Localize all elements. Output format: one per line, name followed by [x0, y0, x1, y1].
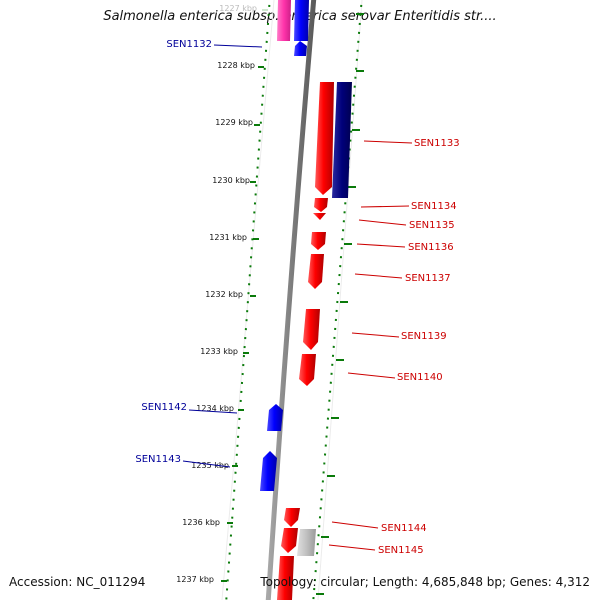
callout-lines: [182, 44, 413, 551]
tick-label: 1229 kbp: [215, 118, 253, 127]
gene-sen1133[interactable]: [315, 82, 334, 195]
gene-feature-pink[interactable]: [277, 0, 291, 41]
genome-stats: Topology: circular; Length: 4,685,848 bp…: [260, 575, 590, 589]
gene-sen1145[interactable]: [281, 528, 298, 553]
tick-label: 1237 kbp: [176, 575, 214, 584]
gene-label-sen1139[interactable]: SEN1139: [401, 331, 447, 342]
track-guides: [221, 0, 363, 600]
gene-sen1142[interactable]: [267, 404, 283, 431]
genome-backbone: [265, 0, 317, 600]
tick-label: 1236 kbp: [182, 518, 220, 527]
reverse-gene-labels[interactable]: SEN1132 SEN1142 SEN1143: [135, 39, 212, 465]
accession-info: Accession: NC_011294: [9, 575, 146, 589]
gene-feature-red-partial[interactable]: [277, 556, 294, 600]
gene-sen1140[interactable]: [299, 354, 316, 386]
gene-label-sen1144[interactable]: SEN1144: [381, 523, 427, 534]
tick-marks: [221, 9, 364, 595]
forward-strand-features[interactable]: [277, 82, 352, 600]
gene-label-sen1137[interactable]: SEN1137: [405, 273, 451, 284]
tick-label: 1230 kbp: [212, 176, 250, 185]
gene-sen1143[interactable]: [260, 451, 277, 491]
gene-label-sen1142[interactable]: SEN1142: [141, 402, 187, 413]
gene-label-sen1140[interactable]: SEN1140: [397, 372, 443, 383]
forward-gene-labels[interactable]: SEN1133 SEN1134 SEN1135 SEN1136 SEN1137 …: [378, 138, 460, 556]
tick-labels: 1227 kbp 1228 kbp 1229 kbp 1230 kbp 1231…: [176, 4, 257, 584]
gene-label-sen1145[interactable]: SEN1145: [378, 545, 424, 556]
gene-feature-reverse[interactable]: [294, 0, 309, 41]
tick-label: 1231 kbp: [209, 233, 247, 242]
reverse-strand-features[interactable]: [260, 0, 309, 491]
gene-sen1137[interactable]: [308, 254, 324, 289]
gene-feature-navy[interactable]: [332, 82, 352, 198]
gene-sen1132[interactable]: [294, 41, 307, 56]
gene-label-sen1133[interactable]: SEN1133: [414, 138, 460, 149]
gene-label-sen1134[interactable]: SEN1134: [411, 201, 457, 212]
gene-sen1136[interactable]: [311, 232, 326, 250]
tick-label: 1227 kbp: [219, 4, 257, 13]
tick-label: 1235 kbp: [191, 461, 229, 470]
gene-sen1144[interactable]: [284, 508, 300, 527]
tick-label: 1234 kbp: [196, 404, 234, 413]
gene-label-sen1135[interactable]: SEN1135: [409, 220, 455, 231]
gene-feature-gray[interactable]: [297, 529, 316, 556]
gene-label-sen1132[interactable]: SEN1132: [166, 39, 212, 50]
gene-sen1139[interactable]: [303, 309, 320, 350]
tick-label: 1232 kbp: [205, 290, 243, 299]
gene-sen1135[interactable]: [313, 213, 326, 220]
gene-label-sen1136[interactable]: SEN1136: [408, 242, 454, 253]
gene-label-sen1143[interactable]: SEN1143: [135, 454, 181, 465]
tick-label: 1228 kbp: [217, 61, 255, 70]
gene-sen1134[interactable]: [314, 198, 328, 212]
tick-label: 1233 kbp: [200, 347, 238, 356]
